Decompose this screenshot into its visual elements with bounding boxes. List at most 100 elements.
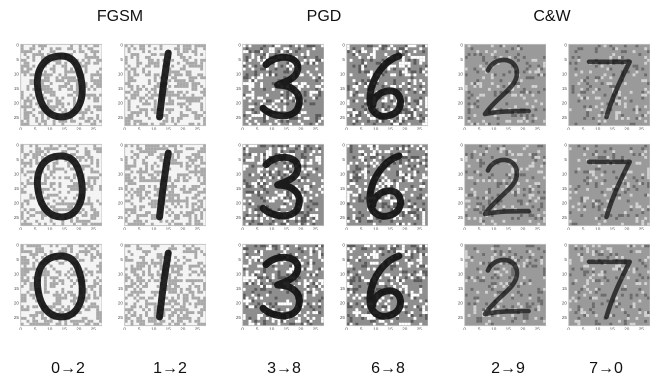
x-tick-label: 15 [62, 226, 68, 230]
x-tick-label: 25 [313, 326, 319, 330]
x-tick-label: 25 [91, 126, 97, 130]
adversarial-image-panel: 0 0 5 5 10 10 15 15 20 20 25 25 [560, 140, 650, 230]
y-tick-label: 20 [458, 201, 464, 206]
x-tick-label: 25 [195, 126, 201, 130]
y-tick-label: 15 [458, 186, 464, 191]
x-tick-label: 5 [360, 126, 363, 130]
image-frame [242, 43, 324, 127]
y-tick-label: 15 [562, 186, 568, 191]
x-tick-label: 0 [241, 126, 244, 130]
adversarial-image-panel: 0 0 5 5 10 10 15 15 20 20 25 25 [338, 140, 428, 230]
x-tick-label: 15 [284, 226, 290, 230]
x-tick-label: 15 [388, 126, 394, 130]
x-tick-label: 5 [478, 126, 481, 130]
x-tick-label: 0 [463, 326, 466, 330]
x-tick-label: 15 [506, 126, 512, 130]
y-tick-label: 15 [236, 86, 242, 91]
x-tick-label: 0 [19, 226, 22, 230]
y-tick-label: 15 [14, 286, 20, 291]
x-tick-label: 20 [624, 126, 630, 130]
x-tick-label: 0 [123, 326, 126, 330]
x-tick-label: 20 [298, 126, 304, 130]
y-tick-label: 25 [562, 315, 568, 320]
x-tick-label: 20 [520, 126, 526, 130]
x-tick-label: 0 [241, 326, 244, 330]
image-frame [464, 43, 546, 127]
y-tick-label: 5 [460, 57, 463, 62]
image-frame [242, 143, 324, 227]
x-tick-label: 15 [506, 326, 512, 330]
y-tick-label: 20 [236, 201, 242, 206]
y-tick-label: 20 [340, 201, 346, 206]
x-tick-label: 5 [138, 226, 141, 230]
y-tick-label: 15 [458, 86, 464, 91]
y-tick-label: 10 [118, 72, 124, 77]
y-tick-label: 10 [14, 272, 20, 277]
y-tick-label: 0 [16, 143, 19, 148]
x-tick-label: 10 [47, 226, 53, 230]
y-tick-label: 25 [236, 315, 242, 320]
y-tick-label: 0 [16, 243, 19, 248]
adversarial-image-panel: 0 0 5 5 10 10 15 15 20 20 25 25 [456, 140, 546, 230]
x-tick-label: 0 [567, 226, 570, 230]
digit-stroke [586, 259, 633, 320]
y-tick-label: 25 [340, 115, 346, 120]
x-tick-label: 5 [34, 326, 37, 330]
y-tick-label: 20 [562, 301, 568, 306]
x-tick-label: 25 [417, 326, 423, 330]
x-tick-label: 10 [269, 126, 275, 130]
adversarial-image-panel: 0 0 5 5 10 10 15 15 20 20 25 25 [560, 40, 650, 130]
x-tick-label: 10 [151, 226, 157, 230]
caption-3-to-8: 3→8 [267, 360, 301, 377]
x-tick-label: 25 [195, 226, 201, 230]
x-tick-label: 0 [463, 126, 466, 130]
x-tick-label: 10 [151, 126, 157, 130]
y-tick-label: 0 [238, 143, 241, 148]
y-tick-label: 20 [340, 301, 346, 306]
y-tick-label: 10 [236, 272, 242, 277]
x-tick-label: 25 [195, 326, 201, 330]
x-tick-label: 20 [298, 226, 304, 230]
digit-stroke [33, 152, 86, 221]
adversarial-image-panel: 0 0 5 5 10 10 15 15 20 20 25 25 [338, 240, 428, 330]
x-tick-label: 15 [610, 226, 616, 230]
x-tick-label: 25 [535, 226, 541, 230]
x-tick-label: 10 [47, 126, 53, 130]
x-tick-label: 10 [595, 126, 601, 130]
digit-stroke [156, 149, 172, 221]
y-tick-label: 20 [458, 301, 464, 306]
caption-6-to-8: 6→8 [371, 360, 405, 377]
x-tick-label: 25 [91, 326, 97, 330]
x-tick-label: 20 [180, 226, 186, 230]
y-tick-label: 20 [340, 101, 346, 106]
digit-image: 0 0 5 5 10 10 15 15 20 20 25 25 [458, 43, 546, 130]
x-tick-label: 15 [506, 226, 512, 230]
digit-image: 0 0 5 5 10 10 15 15 20 20 25 25 [236, 143, 324, 230]
image-frame [346, 143, 428, 227]
x-tick-label: 25 [417, 126, 423, 130]
y-tick-label: 5 [238, 257, 241, 262]
x-tick-label: 15 [284, 326, 290, 330]
x-tick-label: 5 [582, 326, 585, 330]
y-tick-label: 5 [120, 157, 123, 162]
x-tick-label: 25 [535, 126, 541, 130]
x-tick-label: 5 [138, 326, 141, 330]
y-tick-label: 15 [14, 186, 20, 191]
x-tick-label: 0 [345, 226, 348, 230]
digit-image: 0 0 5 5 10 10 15 15 20 20 25 25 [562, 43, 650, 130]
y-tick-label: 25 [14, 315, 20, 320]
adversarial-image-panel: 0 0 5 5 10 10 15 15 20 20 25 25 [12, 240, 102, 330]
x-tick-label: 20 [180, 326, 186, 330]
y-tick-label: 20 [118, 101, 124, 106]
y-tick-label: 5 [238, 57, 241, 62]
y-tick-label: 0 [342, 43, 345, 48]
image-frame [20, 143, 102, 227]
x-tick-label: 0 [567, 326, 570, 330]
x-tick-label: 20 [624, 226, 630, 230]
y-tick-label: 20 [14, 301, 20, 306]
y-tick-label: 25 [340, 215, 346, 220]
y-tick-label: 5 [564, 257, 567, 262]
x-tick-label: 10 [269, 326, 275, 330]
y-tick-label: 0 [460, 43, 463, 48]
